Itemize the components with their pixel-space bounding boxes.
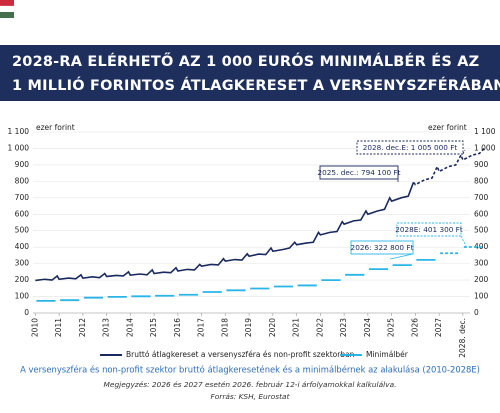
- data-line: [35, 182, 415, 282]
- y2-tick-label: 600: [474, 209, 489, 218]
- flag-red: [0, 0, 14, 6]
- annotation-leader: [460, 235, 467, 247]
- x-tick-label: 2022: [315, 318, 324, 337]
- y-tick-label: 900: [15, 160, 30, 169]
- x-tick-label: 2023: [339, 318, 348, 337]
- title-line: 1 MILLIÓ FORINTOS ÁTLAGKERESET A VERSENY…: [12, 76, 500, 94]
- x-tick-label: 2025: [387, 318, 396, 337]
- x-tick-label: 2017: [197, 318, 206, 337]
- x-tick-label: 2018: [220, 318, 229, 337]
- x-tick-label: 2012: [78, 318, 87, 337]
- y2-tick-label: 300: [474, 259, 489, 268]
- y-tick-label: 200: [15, 275, 30, 284]
- y-tick-label: 800: [15, 176, 30, 185]
- x-tick-label: 2026: [410, 318, 419, 337]
- y2-tick-label: 100: [474, 292, 489, 301]
- y-tick-label: 1 000: [8, 143, 30, 152]
- y-tick-label: 300: [15, 259, 30, 268]
- x-tick-label: 2020: [268, 318, 277, 337]
- annotation-box: [319, 165, 399, 180]
- x-tick-label: 2028. dec.: [458, 318, 467, 358]
- flag-green: [0, 12, 14, 18]
- annotation-leader: [462, 149, 466, 155]
- note: Megjegyzés: 2026 és 2027 esetén 2026. fe…: [104, 380, 397, 389]
- y-tick-label: 0: [24, 308, 29, 317]
- annotation-box: [396, 222, 462, 237]
- x-tick-label: 2019: [244, 318, 253, 337]
- title-line: 2028-RA ELÉRHETŐ AZ 1 000 EURÓS MINIMÁLB…: [12, 52, 479, 70]
- annotation: 2028E: 401 300 Ft: [395, 225, 463, 234]
- x-tick-label: 2027: [434, 318, 443, 337]
- x-tick-label: 2014: [125, 318, 134, 337]
- y2-tick-label: 900: [474, 160, 489, 169]
- y2-tick-label: 700: [474, 193, 489, 202]
- x-tick-label: 2011: [54, 318, 63, 337]
- x-tick-label: 2021: [292, 318, 301, 337]
- y2-tick-label: 0: [474, 308, 479, 317]
- annotation: 2028. dec.E: 1 005 000 Ft: [363, 143, 458, 152]
- y-axis-label: ezer forint: [36, 123, 75, 132]
- y-tick-label: 700: [15, 193, 30, 202]
- flag-white: [0, 5, 15, 13]
- annotation-leader: [389, 253, 414, 260]
- legend-label: Minimálbér: [366, 350, 409, 359]
- x-tick-label: 2010: [30, 318, 39, 337]
- y2-tick-label: 1 000: [474, 143, 496, 152]
- subtitle: A versenyszféra és non-profit szektor br…: [20, 365, 480, 375]
- legend-label: Bruttó átlagkereset a versenyszféra és n…: [126, 350, 355, 359]
- y-tick-label: 500: [15, 226, 30, 235]
- y-tick-label: 100: [15, 292, 30, 301]
- x-tick-label: 2013: [102, 318, 111, 337]
- y-tick-label: 400: [15, 242, 30, 251]
- y2-axis-label: ezer forint: [428, 123, 467, 132]
- x-tick-label: 2016: [173, 318, 182, 337]
- note: Forrás: KSH, Eurostat: [211, 392, 291, 401]
- annotation: 2026: 322 800 Ft: [351, 243, 414, 252]
- title-banner: [0, 45, 500, 101]
- x-tick-label: 2024: [363, 318, 372, 337]
- y2-tick-label: 800: [474, 176, 489, 185]
- y-tick-label: 1 100: [8, 127, 30, 136]
- x-tick-label: 2015: [149, 318, 158, 337]
- y2-tick-label: 1 100: [474, 127, 496, 136]
- annotation-box: [350, 240, 414, 255]
- y2-tick-label: 200: [474, 275, 489, 284]
- annotation-box: [356, 140, 464, 155]
- y-tick-label: 600: [15, 209, 30, 218]
- y2-tick-label: 500: [474, 226, 489, 235]
- annotation: 2025. dec.: 794 100 Ft: [318, 168, 401, 177]
